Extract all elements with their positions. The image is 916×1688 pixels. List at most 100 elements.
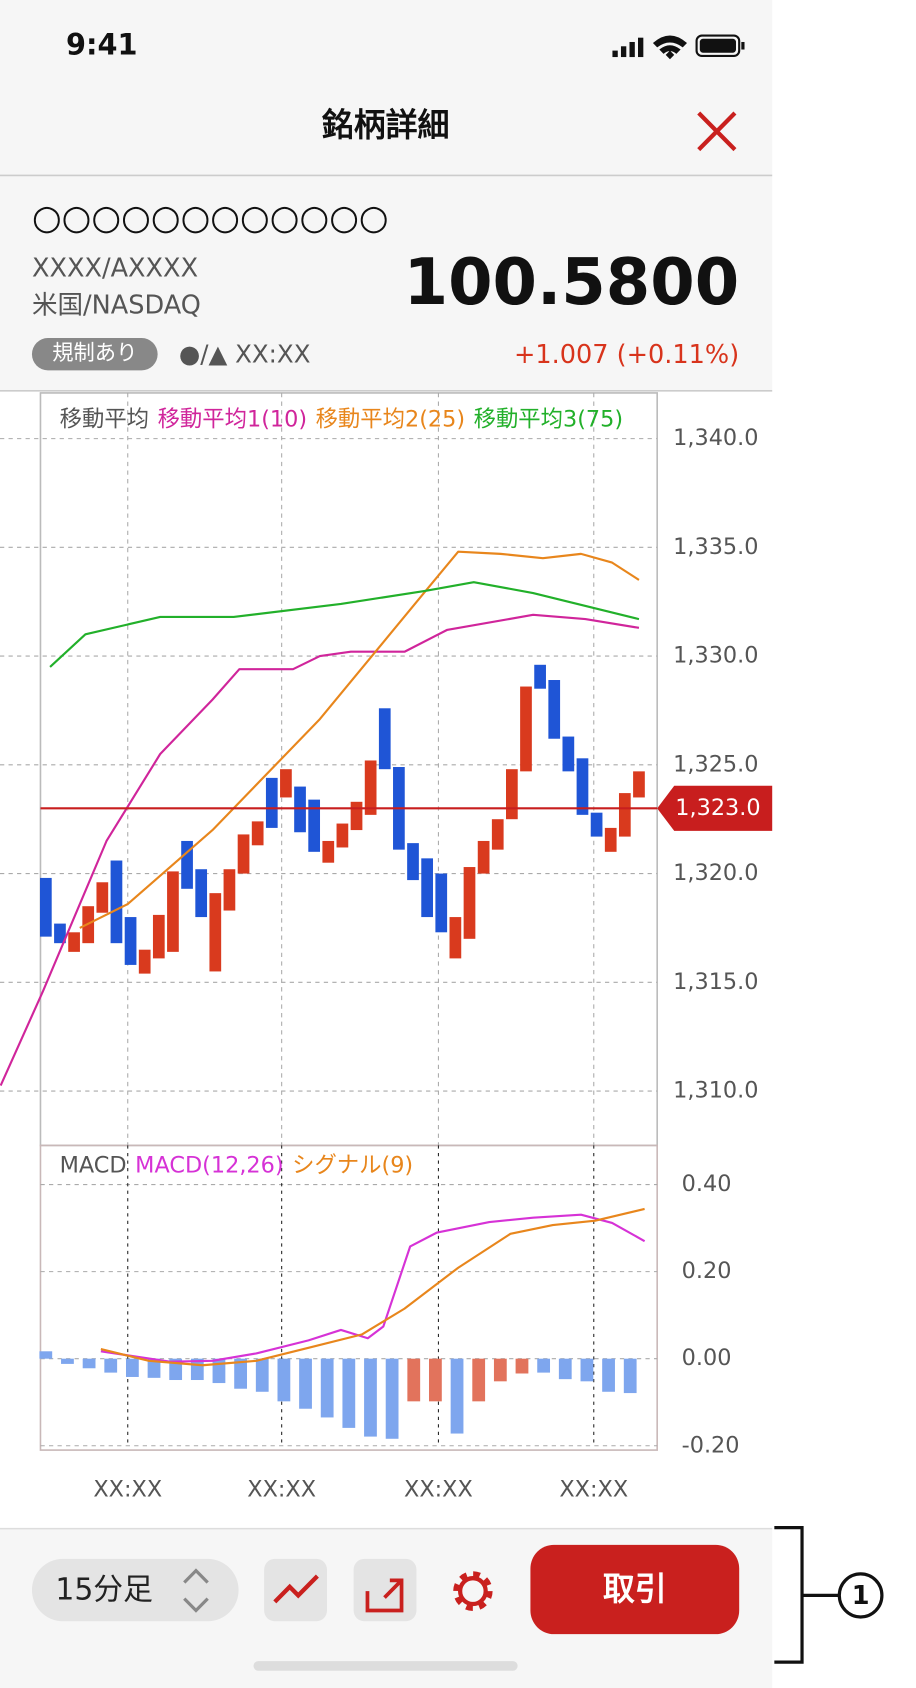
header-title: 銘柄詳細 [322,106,450,144]
badge-text: 規制あり [52,341,137,366]
timeframe-text: 15分足 [55,1573,153,1608]
candle [152,914,165,959]
candle [520,686,532,772]
y-tick-label: -0.20 [682,1432,740,1458]
candle [562,736,575,772]
annotation: 1 [852,1581,870,1611]
close-button[interactable] [697,111,737,152]
candle [463,867,476,939]
candle [308,799,321,852]
series-line [0,613,640,1087]
candle [590,812,603,837]
series-line [100,1213,646,1363]
candle [506,769,518,820]
histogram-bar [580,1358,594,1382]
candle [195,869,208,918]
legend-entry: 移動平均 [60,406,149,432]
timeframe-select[interactable] [31,1558,239,1622]
candle [407,843,419,881]
y-tick-label: 1,320.0 [673,860,758,886]
header-bg [0,0,773,391]
candle [322,840,335,863]
annotation-circle [837,1572,884,1619]
histogram-bar [493,1358,507,1382]
candle [209,893,222,972]
candle [336,823,349,848]
stock-code: XXXX/AXXXX [32,254,198,284]
macd-frame [39,1144,658,1451]
status-time: 9:41 [66,27,138,61]
y-tick-label: 1,330.0 [673,643,758,669]
candle [96,882,109,913]
legend-entry: 移動平均1(10) [158,406,307,432]
candle [633,771,645,798]
stock-time: ●/▲ XX:XX [179,339,311,368]
series-line [79,550,640,929]
status-icons [612,34,745,60]
histogram-bar [537,1358,551,1373]
histogram-bar [407,1358,421,1402]
x-tick-label: XX:XX [404,1476,473,1502]
candle [251,821,264,846]
stock-price: 100.5800 [404,245,740,320]
candle [378,708,391,770]
candle [576,758,589,815]
histogram-bar [234,1358,247,1389]
histogram-bar [515,1358,529,1374]
settings-button[interactable] [453,1571,493,1612]
y-tick-label: 1,335.0 [673,534,758,560]
candle [124,917,137,965]
current-price-label: 1,323.0 [675,795,760,821]
badge [31,338,158,371]
candle [54,923,66,944]
histogram-bar [82,1358,96,1369]
candle [68,932,80,952]
trade-button[interactable] [530,1544,740,1635]
histogram-bar [277,1358,291,1402]
candle [237,834,250,874]
legend-entry: MACD(12,26) [135,1152,283,1178]
chevrons [183,1568,209,1613]
histogram-bar [385,1358,399,1439]
histogram-bar [429,1358,442,1402]
histogram-bar [558,1358,572,1380]
y-tick-label: 1,340.0 [673,425,758,451]
y-tick-label: 1,315.0 [673,969,758,995]
legend-entry: シグナル(9) [292,1152,413,1178]
current-price-tag [657,785,773,831]
histogram-bar [61,1358,74,1364]
candle [435,873,448,933]
candle [294,786,306,833]
histogram-bar [147,1358,161,1378]
histogram-bar [212,1358,226,1384]
candle [491,819,504,850]
candle [604,827,617,852]
candle [449,917,462,959]
legend-entry: MACD [60,1152,127,1178]
histogram-bar [450,1358,464,1434]
draw-icon [365,1578,404,1613]
histogram-bar [472,1358,486,1402]
y-tick-label: 1,325.0 [673,751,758,777]
chart-area: 1,340.0 1,335.0 1,330.0 1,325.0 1,320.0 1,315… [0,392,773,1502]
x-tick-label: XX:XX [559,1476,628,1502]
candle [167,871,179,952]
legend-entry: 移動平均3(75) [474,406,623,432]
candle [110,860,123,944]
histogram-bar [602,1358,615,1392]
home-indicator [253,1661,518,1671]
legend-entry: 移動平均2(25) [316,406,465,432]
histogram-bar [39,1351,53,1359]
x-tick-label: XX:XX [93,1476,162,1502]
candle [421,858,433,918]
y-tick-label: 1,310.0 [673,1077,758,1103]
histogram-bar [125,1358,139,1377]
candle [618,793,631,837]
histogram-bar [623,1358,637,1394]
candle [181,840,193,889]
candle [39,877,52,937]
y-tick-label: 0.00 [682,1345,732,1371]
histogram-bar [299,1358,312,1409]
